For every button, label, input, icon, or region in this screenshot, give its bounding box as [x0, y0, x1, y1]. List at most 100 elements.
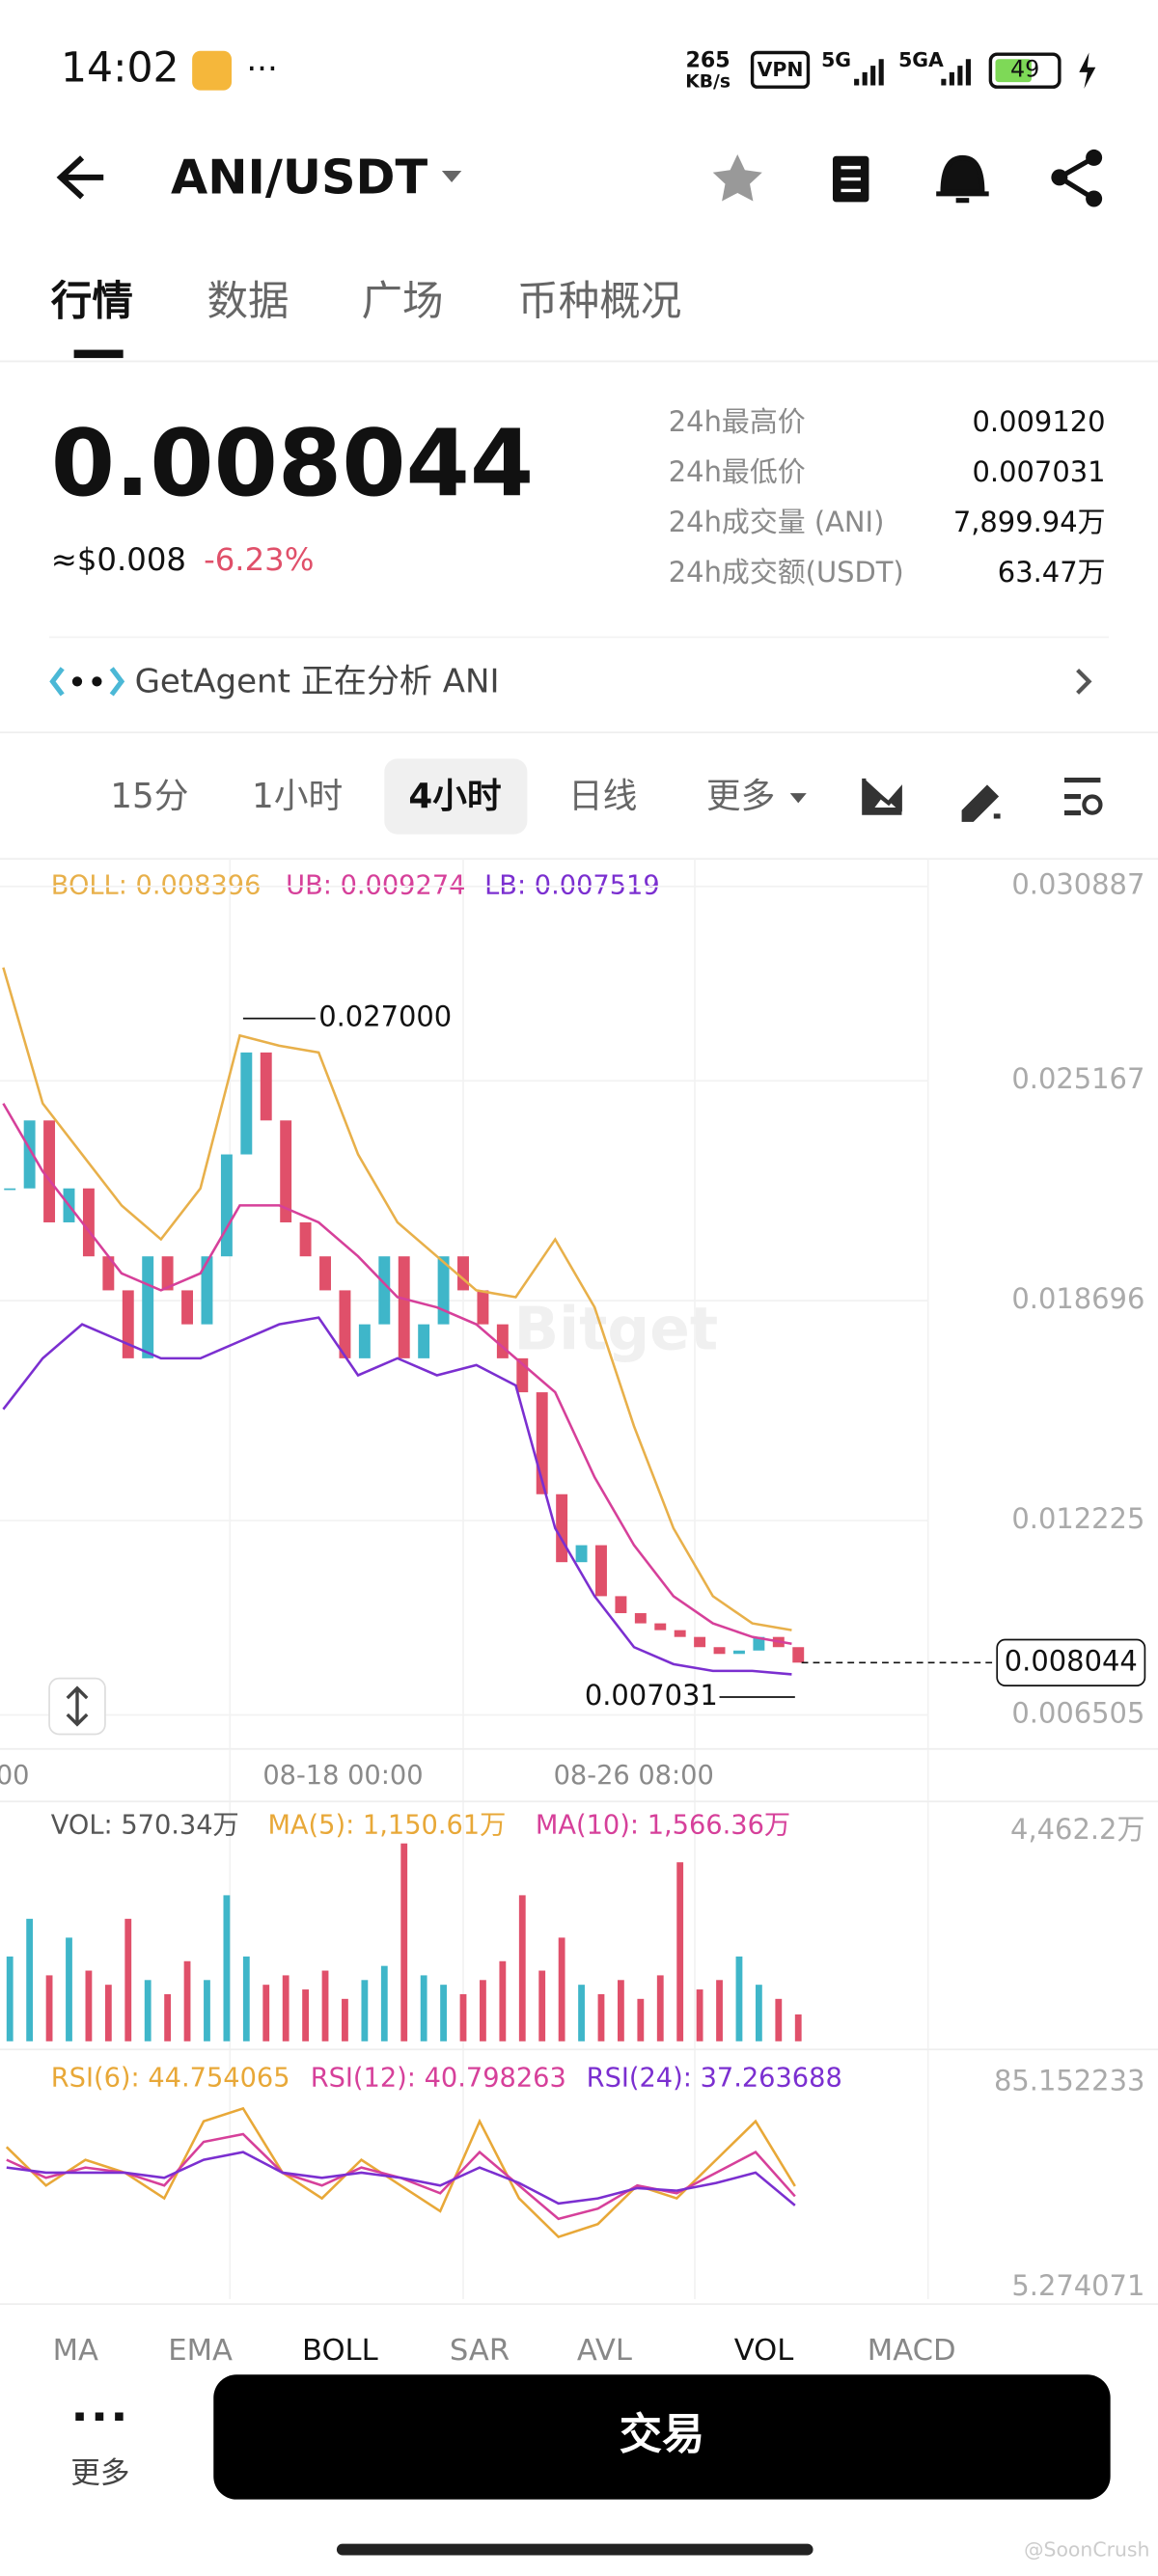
candle — [82, 1188, 95, 1257]
volume-bar — [518, 1895, 526, 2042]
volume-bar — [66, 1937, 72, 2042]
tab[interactable]: 行情 — [51, 278, 133, 325]
tab[interactable]: 广场 — [361, 278, 443, 325]
interval[interactable]: 日线 — [568, 777, 637, 816]
legend: MA(5): 1,150.61万 — [267, 1810, 506, 1840]
pair-dropdown[interactable] — [441, 171, 462, 182]
indicator-tab[interactable]: VOL — [734, 2334, 794, 2368]
stat-value: 0.007031 — [973, 455, 1106, 488]
volume-bar — [480, 1980, 486, 2042]
low-label: 0.007031 — [585, 1679, 718, 1712]
candle — [299, 1221, 312, 1257]
candle — [496, 1324, 509, 1358]
trade-button[interactable] — [213, 2374, 1111, 2500]
candle — [556, 1494, 568, 1563]
chevron[interactable] — [1076, 668, 1092, 695]
volume-bar — [380, 1965, 388, 2042]
candle — [595, 1545, 607, 1597]
boll-line — [2, 967, 792, 1631]
trade-label[interactable]: 交易 — [620, 2410, 705, 2459]
stat-label: 24h成交量 (ANI) — [669, 506, 885, 538]
indicator-tab[interactable]: SAR — [450, 2334, 510, 2368]
stat-value: 63.47万 — [998, 556, 1106, 589]
candle — [378, 1256, 391, 1325]
candle — [201, 1256, 213, 1325]
more-icon[interactable] — [75, 2412, 124, 2421]
volume-bar — [499, 1960, 507, 2042]
vpn-box — [750, 50, 811, 89]
interval[interactable]: 15分 — [110, 777, 188, 816]
volume-bar — [45, 1975, 53, 2042]
indicator-tab[interactable]: AVL — [577, 2334, 632, 2368]
alert[interactable] — [936, 154, 989, 204]
volume-bar — [183, 1960, 191, 2042]
candle — [477, 1290, 489, 1325]
indicator-tab[interactable]: MACD — [868, 2334, 956, 2368]
indicator-tab[interactable]: EMA — [168, 2334, 233, 2368]
indicator-tab[interactable]: MA — [53, 2334, 98, 2368]
candle — [713, 1647, 726, 1655]
pair[interactable]: ANI/USDT — [171, 150, 428, 206]
interval[interactable]: 1小时 — [252, 777, 343, 816]
favorite[interactable] — [712, 154, 762, 202]
candle — [358, 1324, 371, 1358]
net1: 5G — [821, 48, 851, 71]
volume-bar — [735, 1956, 743, 2042]
indicator-tab[interactable]: BOLL — [302, 2334, 378, 2368]
y-tick-label: 0.025167 — [1011, 1062, 1144, 1095]
net-speed: 265 — [686, 48, 731, 73]
stat-label: 24h成交额(USDT) — [669, 556, 904, 589]
agent-icon — [92, 676, 102, 687]
volume-bar — [282, 1975, 290, 2042]
agent-icon — [49, 667, 125, 697]
volume-bar — [696, 1989, 703, 2042]
x-tick-label: 6:00 — [0, 1761, 29, 1791]
back[interactable] — [56, 155, 104, 200]
volume-bar — [775, 1998, 783, 2042]
candle — [43, 1120, 56, 1222]
legend: RSI(24): 37.263688 — [587, 2063, 842, 2093]
volume-bar — [342, 1998, 348, 2042]
candle — [122, 1290, 134, 1358]
charging — [1079, 52, 1096, 89]
battery-level — [995, 59, 1032, 83]
volume-bar — [597, 1993, 605, 2042]
legend: RSI(6): 44.754065 — [51, 2063, 290, 2093]
candle — [575, 1545, 588, 1563]
volume-bar — [6, 1956, 14, 2042]
y-tick-label: 0.030887 — [1011, 868, 1144, 901]
volume-bar — [676, 1862, 684, 2042]
notes-lines — [841, 165, 861, 193]
more[interactable]: 更多 — [70, 2457, 129, 2491]
candle — [319, 1256, 331, 1291]
chart-type[interactable] — [862, 778, 902, 815]
candle — [753, 1636, 765, 1651]
y-tick-label: 4,462.2万 — [1010, 1813, 1144, 1846]
candle — [654, 1623, 667, 1631]
stat-label: 24h最高价 — [669, 405, 806, 438]
share-lines — [1054, 155, 1095, 202]
volume-bar — [144, 1980, 152, 2042]
candle — [536, 1392, 548, 1494]
settings[interactable] — [1063, 777, 1101, 816]
stat-label: 24h最低价 — [669, 455, 806, 488]
interval[interactable]: 更多 — [706, 777, 775, 816]
y-tick-label: 0.012225 — [1011, 1502, 1144, 1535]
credit: @SoonCrush — [1024, 2537, 1149, 2561]
volume-bar — [637, 1998, 645, 2042]
interval[interactable]: 4小时 — [408, 777, 501, 816]
candle — [457, 1256, 469, 1291]
vpn: VPN — [758, 58, 804, 81]
agent-text[interactable]: GetAgent 正在分析 ANI — [135, 663, 500, 701]
volume-bar — [223, 1895, 231, 2042]
draw-tool[interactable] — [961, 784, 1001, 822]
tab[interactable]: 数据 — [207, 278, 289, 325]
dots: ··· — [246, 50, 277, 89]
volume-bar — [558, 1937, 565, 2042]
more-dropdown[interactable] — [789, 793, 807, 804]
high-label: 0.027000 — [318, 1000, 452, 1033]
rsi-line — [6, 2132, 796, 2221]
tab[interactable]: 币种概况 — [517, 278, 681, 325]
x-tick-label: 08-18 00:00 — [262, 1761, 423, 1791]
